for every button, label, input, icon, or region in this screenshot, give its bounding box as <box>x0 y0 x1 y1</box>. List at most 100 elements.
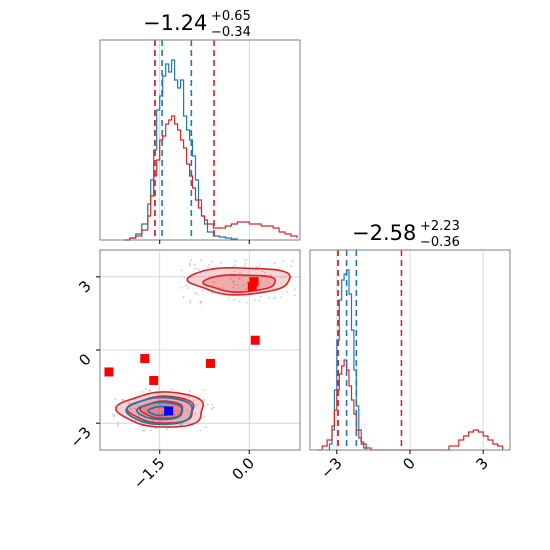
scatter-point <box>180 269 183 272</box>
x-tick-label: −1.5 <box>130 454 168 492</box>
red-square-marker <box>149 375 159 385</box>
scatter-point <box>185 284 188 287</box>
scatter-point <box>189 301 192 304</box>
scatter-point <box>232 292 235 295</box>
scatter-point <box>178 424 181 426</box>
scatter-point <box>258 299 260 302</box>
scatter-point <box>162 411 164 414</box>
scatter-point <box>220 261 222 264</box>
scatter-point <box>186 409 189 412</box>
scatter-point <box>207 266 209 269</box>
scatter-point <box>204 405 206 408</box>
scatter-point <box>195 292 198 295</box>
red-square-marker <box>247 282 257 292</box>
param2-histogram-panel <box>309 249 511 451</box>
scatter-point <box>238 300 241 303</box>
scatter-point <box>141 429 144 432</box>
scatter-point <box>114 398 117 401</box>
scatter-point <box>166 428 168 431</box>
param1-red-histogram <box>123 115 298 241</box>
scatter-point <box>134 407 136 410</box>
scatter-point <box>194 412 197 415</box>
param1-title-upper: +0.65 <box>211 9 251 24</box>
blue-square-marker <box>164 406 174 416</box>
scatter-point <box>203 389 206 391</box>
scatter-point <box>199 302 202 305</box>
param1-title: −1.24 +0.65 −0.34 <box>143 9 251 40</box>
scatter-point <box>211 408 213 411</box>
scatter-point <box>273 262 276 265</box>
scatter-point <box>148 390 151 393</box>
scatter-point <box>254 298 257 301</box>
scatter-point <box>188 396 191 399</box>
scatter-point <box>129 407 132 410</box>
scatter-point <box>149 429 152 432</box>
scatter-point <box>286 291 289 293</box>
scatter-point <box>232 280 234 283</box>
scatter-point <box>204 426 207 429</box>
scatter-point <box>195 403 198 406</box>
scatter-point <box>213 281 215 284</box>
scatter-point <box>229 278 232 281</box>
scatter-point <box>200 259 202 262</box>
scatter-point <box>259 295 262 298</box>
scatter-point <box>208 263 210 266</box>
scatter-point <box>274 296 276 299</box>
scatter-point <box>234 264 236 267</box>
param2-title-lower: −0.36 <box>420 235 460 250</box>
scatter-point <box>187 287 190 289</box>
scatter-point <box>188 264 191 266</box>
param1-title-lower: −0.34 <box>211 25 251 40</box>
scatter-point <box>180 423 183 426</box>
scatter-point <box>180 286 183 289</box>
scatter-point <box>233 270 236 273</box>
scatter-point <box>156 392 159 395</box>
scatter-point <box>140 390 143 393</box>
joint-density-panel <box>99 249 301 451</box>
scatter-point <box>280 296 283 299</box>
param2-title: −2.58 +2.23 −0.36 <box>352 219 460 250</box>
param1-histogram-frame <box>99 39 301 241</box>
scatter-point <box>211 404 214 406</box>
scatter-point <box>233 298 236 301</box>
param1-blue-histogram <box>123 59 238 241</box>
scatter-point <box>171 388 174 391</box>
x-tick-label: 0.0 <box>228 454 258 484</box>
red-square-marker <box>104 367 114 377</box>
red-square-marker <box>250 335 260 345</box>
scatter-point <box>183 276 186 279</box>
scatter-point <box>211 292 214 295</box>
scatter-point <box>137 415 140 418</box>
scatter-point <box>189 299 192 302</box>
scatter-point <box>190 259 193 262</box>
scatter-point <box>236 284 239 287</box>
scatter-point <box>197 422 200 425</box>
red-square-marker <box>249 277 259 287</box>
scatter-point <box>194 267 197 270</box>
scatter-point <box>233 283 236 286</box>
scatter-point <box>212 406 215 409</box>
param1-title-value: −1.24 <box>143 11 207 35</box>
scatter-point <box>201 289 204 292</box>
scatter-point <box>244 262 246 265</box>
scatter-point <box>198 268 200 271</box>
param1-histogram-panel <box>99 39 301 241</box>
red-square-marker <box>205 358 215 368</box>
scatter-point <box>264 272 266 274</box>
scatter-point <box>202 399 205 401</box>
scatter-point <box>239 271 241 274</box>
scatter-point <box>127 401 130 404</box>
blue-density-contour <box>135 401 184 421</box>
scatter-point <box>282 260 284 263</box>
scatter-point <box>199 429 202 432</box>
scatter-point <box>293 288 296 291</box>
scatter-point <box>245 288 247 291</box>
scatter-point <box>258 280 261 283</box>
blue-density-contour <box>125 396 193 426</box>
scatter-point <box>238 278 241 280</box>
x-tick-label: −3 <box>317 454 345 482</box>
scatter-point <box>189 390 191 393</box>
scatter-point <box>258 264 261 267</box>
scatter-point <box>192 399 195 402</box>
